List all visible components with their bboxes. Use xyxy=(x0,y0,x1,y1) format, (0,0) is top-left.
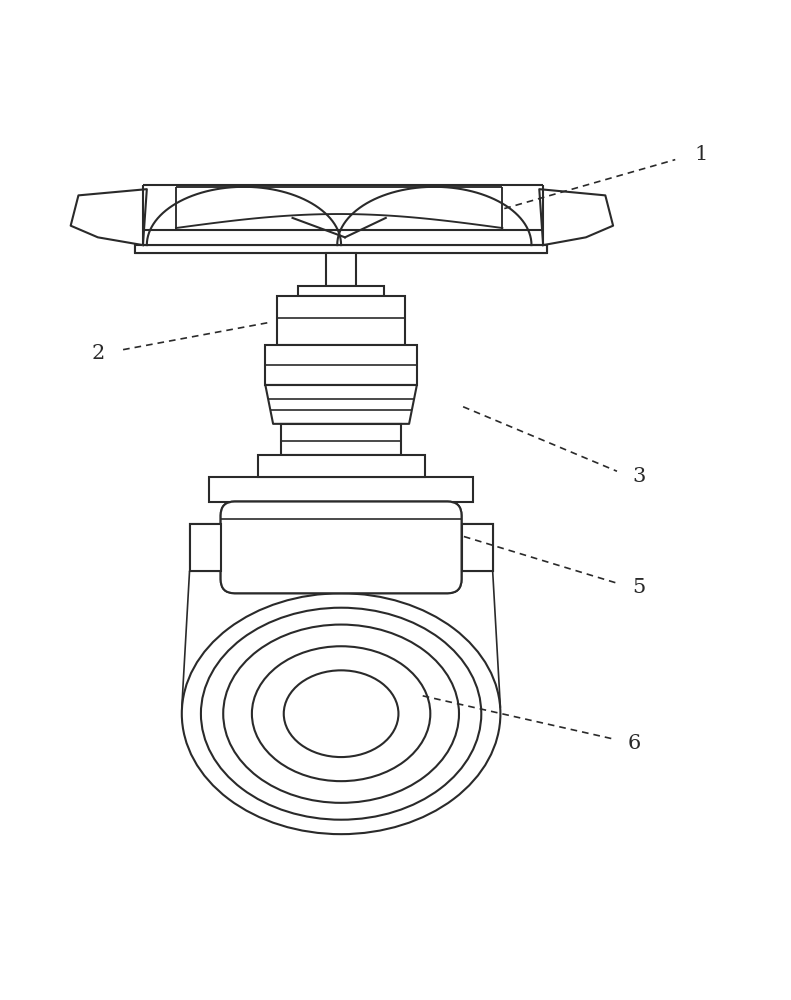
Polygon shape xyxy=(70,189,147,245)
Polygon shape xyxy=(337,187,532,245)
Bar xyxy=(298,286,384,296)
Bar xyxy=(135,245,547,253)
Polygon shape xyxy=(539,189,613,245)
Bar xyxy=(462,524,493,571)
Text: 1: 1 xyxy=(694,145,708,164)
Bar xyxy=(277,296,405,345)
Ellipse shape xyxy=(223,625,459,803)
Bar xyxy=(462,524,493,571)
Ellipse shape xyxy=(284,670,399,757)
Text: 2: 2 xyxy=(92,344,105,363)
Bar xyxy=(209,477,473,502)
Polygon shape xyxy=(143,185,543,245)
FancyBboxPatch shape xyxy=(221,502,462,593)
Text: 6: 6 xyxy=(627,734,641,753)
FancyBboxPatch shape xyxy=(221,502,462,593)
Ellipse shape xyxy=(201,608,481,820)
Bar xyxy=(265,345,417,385)
Bar xyxy=(190,524,221,571)
Bar xyxy=(327,253,356,286)
Ellipse shape xyxy=(252,646,430,781)
Text: 5: 5 xyxy=(632,578,645,597)
Text: 3: 3 xyxy=(632,467,645,486)
Ellipse shape xyxy=(182,593,501,834)
Polygon shape xyxy=(143,187,341,245)
Bar xyxy=(258,455,425,477)
Polygon shape xyxy=(265,385,417,424)
Bar xyxy=(281,424,401,455)
Bar xyxy=(190,524,221,571)
